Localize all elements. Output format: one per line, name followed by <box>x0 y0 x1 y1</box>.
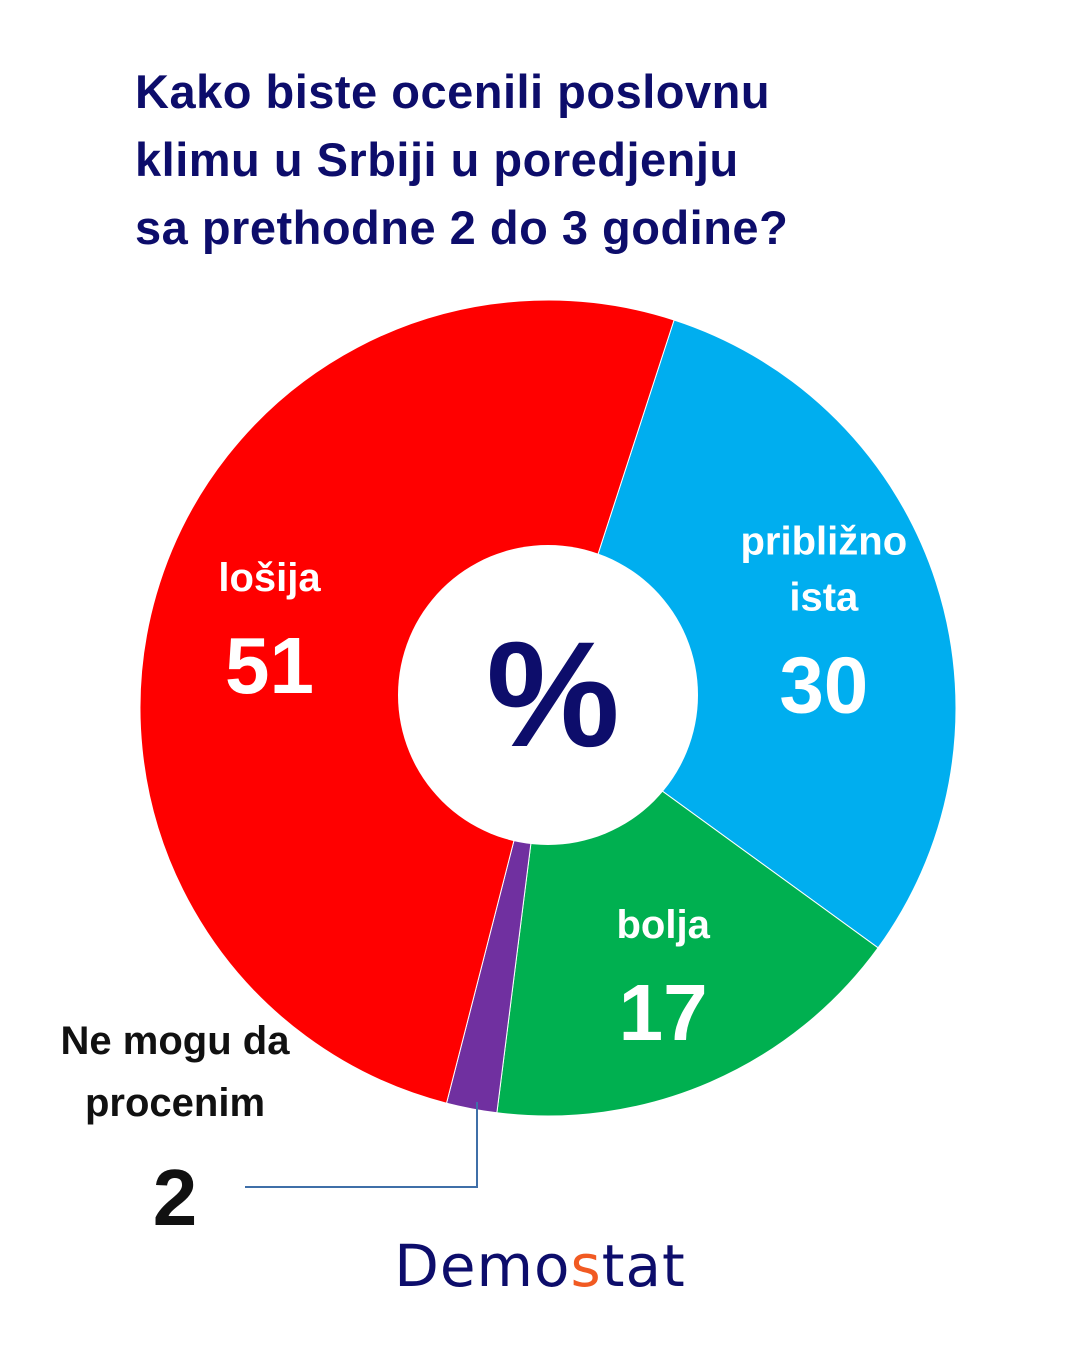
brand-part-accent: s <box>571 1232 602 1300</box>
slice-label-text-bolja-1: bolja <box>617 903 711 947</box>
brand-part-1: Demo <box>394 1232 570 1300</box>
slice-label-text-lo-ija-1: lošija <box>218 556 321 600</box>
slice-value-bolja: 17 <box>619 968 708 1057</box>
slice-label-text-line-1: Ne mogu da <box>40 1010 310 1072</box>
slice-value-pribli-no-ista: 30 <box>779 640 868 729</box>
demostat-logo: Demostat <box>0 1232 1080 1300</box>
slice-value-lo-ija: 51 <box>225 621 314 710</box>
slice-label-text-pribli-no-ista-2: ista <box>789 575 859 619</box>
slice-label-text-line-2: procenim <box>40 1072 310 1134</box>
slice-label-text-pribli-no-ista-1: približno <box>740 519 907 563</box>
percent-symbol: % <box>486 610 619 778</box>
slice-label-ne-mogu-da-procenim: Ne mogu da procenim 2 <box>40 1010 310 1248</box>
brand-part-3: tat <box>602 1232 686 1300</box>
